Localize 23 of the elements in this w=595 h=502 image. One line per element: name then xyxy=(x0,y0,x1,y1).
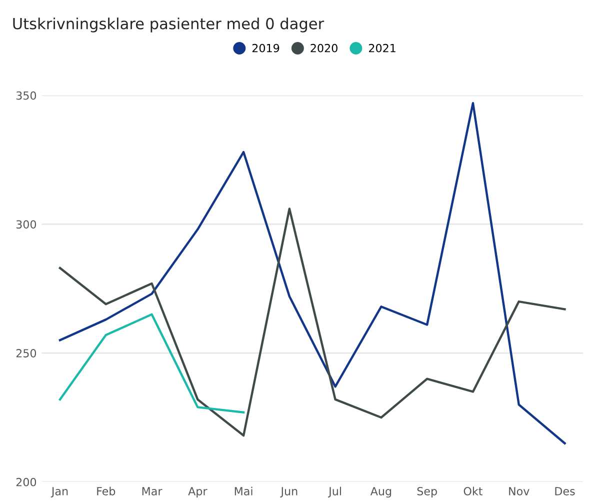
x-tick-label: Okt xyxy=(464,486,482,496)
x-tick-label: Des xyxy=(555,487,575,496)
x-tick-label: Mar xyxy=(142,487,162,496)
y-tick-label: 350 xyxy=(16,91,36,100)
y-tick-label: 300 xyxy=(16,220,36,229)
y-tick-label: 250 xyxy=(16,349,36,358)
legend-label: 2020 xyxy=(310,44,338,52)
line-series xyxy=(58,313,245,414)
chart-title: Utskrivningsklare pasienter med 0 dager xyxy=(13,18,324,32)
x-tick-label: Aug xyxy=(370,487,392,498)
legend-label: 2019 xyxy=(252,44,280,52)
x-tick-label: Mai xyxy=(234,486,252,496)
x-tick-label: Jan xyxy=(50,487,68,498)
x-tick-label: Jul xyxy=(328,486,341,498)
x-tick-label: Nov xyxy=(509,487,530,496)
x-tick-label: Jun xyxy=(280,487,298,498)
y-tick-label: 200 xyxy=(16,478,36,486)
line-series xyxy=(58,208,566,437)
x-tick-label: Feb xyxy=(97,486,116,496)
line-series xyxy=(58,102,566,444)
x-tick-label: Apr xyxy=(188,487,208,498)
legend-label: 2021 xyxy=(368,44,396,52)
x-tick-label: Sep xyxy=(417,486,437,498)
